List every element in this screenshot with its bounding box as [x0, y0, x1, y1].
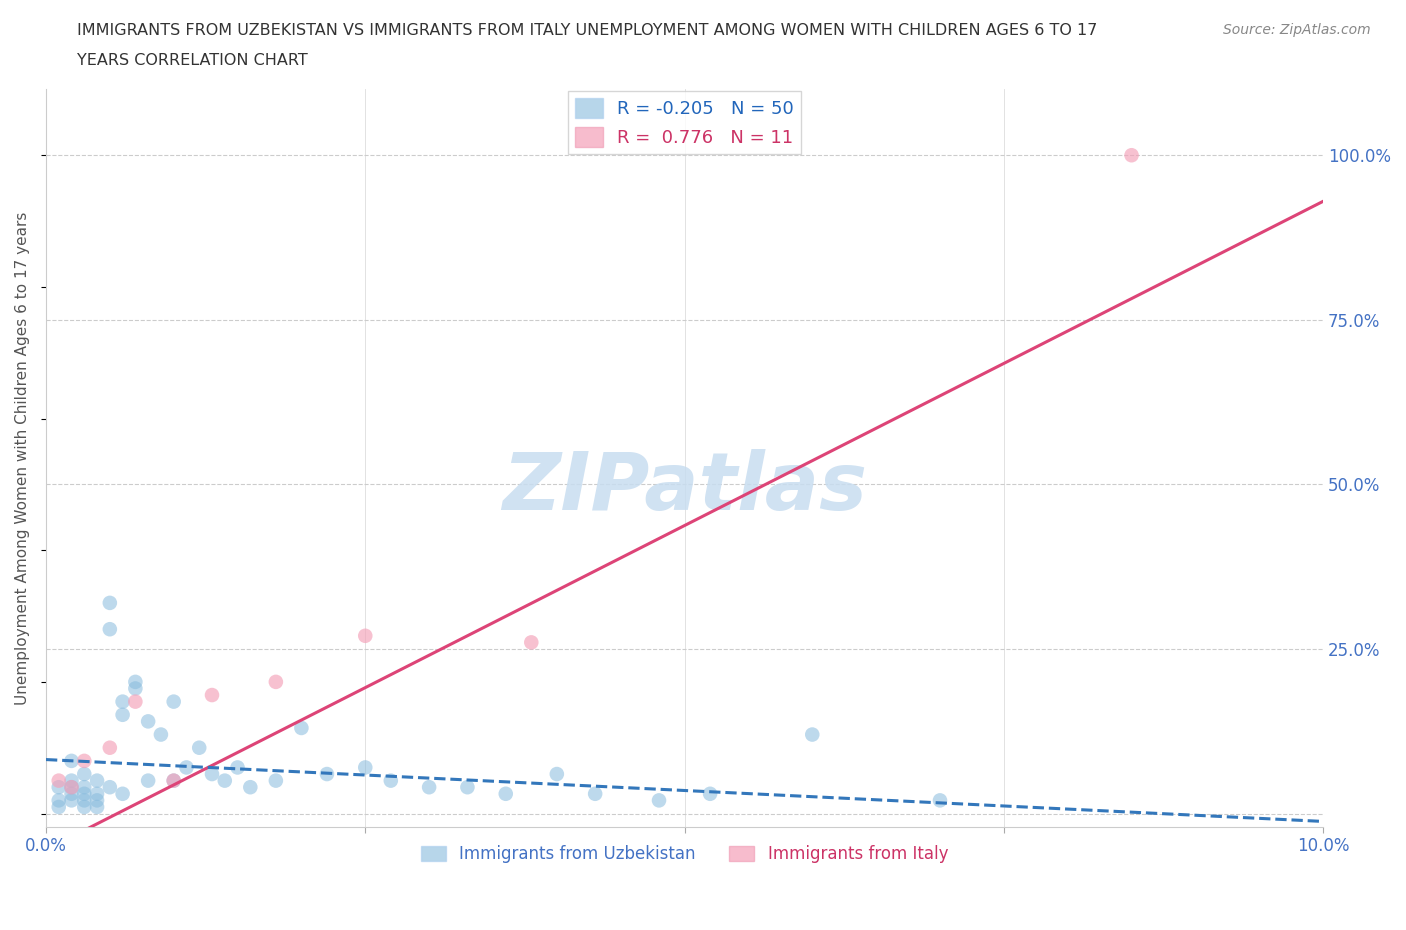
Point	[264, 773, 287, 788]
Point	[163, 694, 186, 709]
Point	[546, 766, 568, 781]
Point	[98, 779, 121, 794]
Point	[98, 740, 121, 755]
Point	[48, 800, 70, 815]
Point	[73, 779, 96, 794]
Point	[163, 773, 186, 788]
Point	[111, 787, 134, 802]
Point	[136, 714, 159, 729]
Point	[60, 779, 83, 794]
Point	[520, 635, 543, 650]
Point	[48, 773, 70, 788]
Point	[73, 766, 96, 781]
Point	[201, 687, 224, 702]
Point	[60, 779, 83, 794]
Point	[60, 787, 83, 802]
Text: Source: ZipAtlas.com: Source: ZipAtlas.com	[1223, 23, 1371, 37]
Point	[124, 681, 146, 696]
Point	[136, 773, 159, 788]
Legend: Immigrants from Uzbekistan, Immigrants from Italy: Immigrants from Uzbekistan, Immigrants f…	[415, 839, 955, 870]
Point	[1121, 148, 1143, 163]
Point	[73, 753, 96, 768]
Point	[98, 622, 121, 637]
Point	[124, 674, 146, 689]
Point	[163, 773, 186, 788]
Point	[86, 787, 108, 802]
Point	[60, 753, 83, 768]
Point	[98, 595, 121, 610]
Point	[60, 773, 83, 788]
Point	[929, 793, 952, 808]
Point	[264, 674, 287, 689]
Point	[316, 766, 339, 781]
Y-axis label: Unemployment Among Women with Children Ages 6 to 17 years: Unemployment Among Women with Children A…	[15, 211, 30, 705]
Point	[86, 800, 108, 815]
Point	[354, 629, 377, 644]
Point	[48, 779, 70, 794]
Point	[354, 760, 377, 775]
Point	[73, 787, 96, 802]
Text: ZIPatlas: ZIPatlas	[502, 448, 868, 526]
Point	[290, 721, 312, 736]
Point	[188, 740, 211, 755]
Point	[239, 779, 262, 794]
Point	[60, 793, 83, 808]
Point	[176, 760, 198, 775]
Point	[124, 694, 146, 709]
Point	[699, 787, 721, 802]
Text: YEARS CORRELATION CHART: YEARS CORRELATION CHART	[77, 53, 308, 68]
Point	[583, 787, 606, 802]
Point	[73, 793, 96, 808]
Point	[201, 766, 224, 781]
Point	[801, 727, 824, 742]
Point	[111, 694, 134, 709]
Point	[86, 793, 108, 808]
Point	[149, 727, 172, 742]
Point	[456, 779, 478, 794]
Point	[418, 779, 440, 794]
Point	[86, 773, 108, 788]
Text: IMMIGRANTS FROM UZBEKISTAN VS IMMIGRANTS FROM ITALY UNEMPLOYMENT AMONG WOMEN WIT: IMMIGRANTS FROM UZBEKISTAN VS IMMIGRANTS…	[77, 23, 1098, 38]
Point	[48, 793, 70, 808]
Point	[111, 708, 134, 723]
Point	[495, 787, 517, 802]
Point	[380, 773, 402, 788]
Point	[73, 800, 96, 815]
Point	[226, 760, 249, 775]
Point	[648, 793, 671, 808]
Point	[214, 773, 236, 788]
